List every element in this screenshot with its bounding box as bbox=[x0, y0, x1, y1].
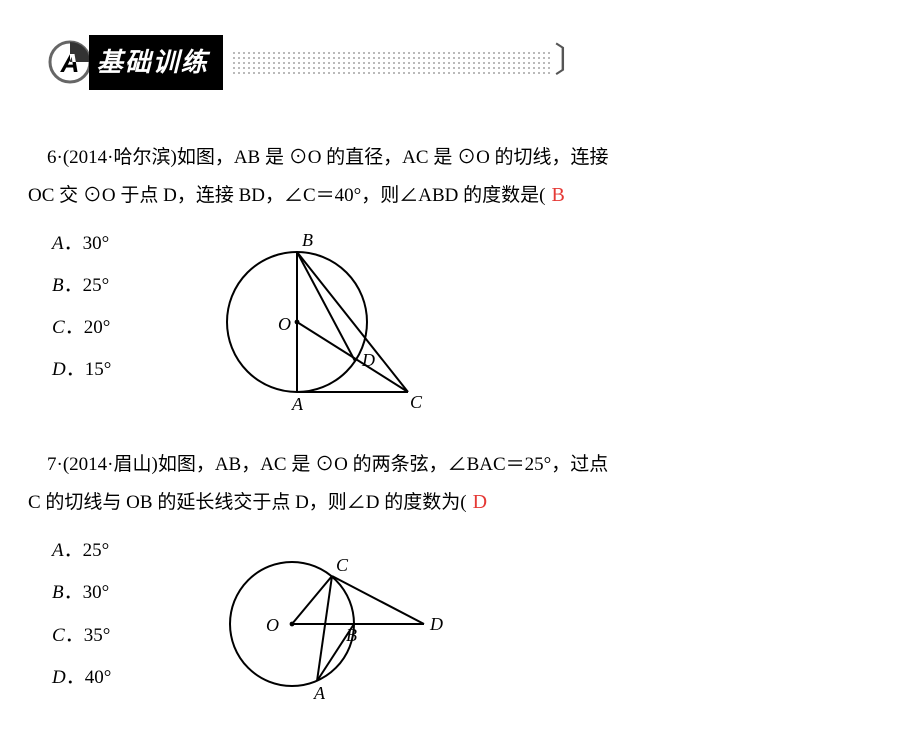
svg-text:C: C bbox=[410, 392, 423, 412]
badge-a-icon: A A bbox=[48, 40, 92, 84]
answer-7: D bbox=[473, 491, 487, 513]
svg-text:A: A bbox=[313, 683, 326, 703]
q-source: (2014·哈尔滨) bbox=[63, 147, 177, 168]
svg-text:D: D bbox=[429, 614, 443, 634]
section-title: 基础训练 bbox=[89, 35, 223, 90]
q-source: (2014·眉山) bbox=[63, 454, 158, 475]
svg-text:B: B bbox=[346, 625, 357, 645]
stem-line1: 如图，AB，AC 是 ⊙O 的两条弦，∠BAC＝25°，过点 bbox=[158, 454, 608, 475]
q-number: 6 bbox=[47, 147, 57, 168]
option-7B: B．30° bbox=[52, 575, 222, 611]
options-7: A．25° B．30° C．35° D．40° bbox=[28, 529, 222, 701]
svg-text:O: O bbox=[266, 615, 279, 635]
dot-pattern-icon bbox=[232, 46, 552, 78]
section-header: A A 基础训练 〕 bbox=[48, 30, 748, 70]
option-6D: D．15° bbox=[52, 352, 222, 388]
svg-text:C: C bbox=[336, 555, 349, 575]
diagram-7: O C A B D bbox=[222, 529, 472, 709]
svg-text:D: D bbox=[361, 350, 375, 370]
diagram-6: B A O C D bbox=[222, 222, 452, 417]
problem-7-stem: 7·(2014·眉山)如图，AB，AC 是 ⊙O 的两条弦，∠BAC＝25°，过… bbox=[28, 447, 892, 521]
options-6: A．30° B．25° C．20° D．15° bbox=[28, 222, 222, 394]
option-7A: A．25° bbox=[52, 533, 222, 569]
stem-line2: C 的切线与 OB 的延长线交于点 D，则∠D 的度数为( bbox=[28, 492, 467, 513]
option-6C: C．20° bbox=[52, 310, 222, 346]
problem-6: 6·(2014·哈尔滨)如图，AB 是 ⊙O 的直径，AC 是 ⊙O 的切线，连… bbox=[28, 140, 892, 417]
option-7C: C．35° bbox=[52, 618, 222, 654]
svg-text:O: O bbox=[278, 314, 291, 334]
problem-7: 7·(2014·眉山)如图，AB，AC 是 ⊙O 的两条弦，∠BAC＝25°，过… bbox=[28, 447, 892, 709]
option-7D: D．40° bbox=[52, 660, 222, 696]
stem-line1: 如图，AB 是 ⊙O 的直径，AC 是 ⊙O 的切线，连接 bbox=[177, 147, 609, 168]
option-6A: A．30° bbox=[52, 226, 222, 262]
problem-6-stem: 6·(2014·哈尔滨)如图，AB 是 ⊙O 的直径，AC 是 ⊙O 的切线，连… bbox=[28, 140, 892, 214]
option-6B: B．25° bbox=[52, 268, 222, 304]
content-area: 6·(2014·哈尔滨)如图，AB 是 ⊙O 的直径，AC 是 ⊙O 的切线，连… bbox=[28, 140, 892, 739]
svg-text:A: A bbox=[291, 394, 304, 414]
q-number: 7 bbox=[47, 454, 57, 475]
stem-line2: OC 交 ⊙O 于点 D，连接 BD，∠C＝40°，则∠ABD 的度数是( bbox=[28, 185, 545, 206]
bracket-icon: 〕 bbox=[554, 30, 588, 95]
answer-6: B bbox=[551, 184, 564, 206]
svg-text:B: B bbox=[302, 230, 313, 250]
